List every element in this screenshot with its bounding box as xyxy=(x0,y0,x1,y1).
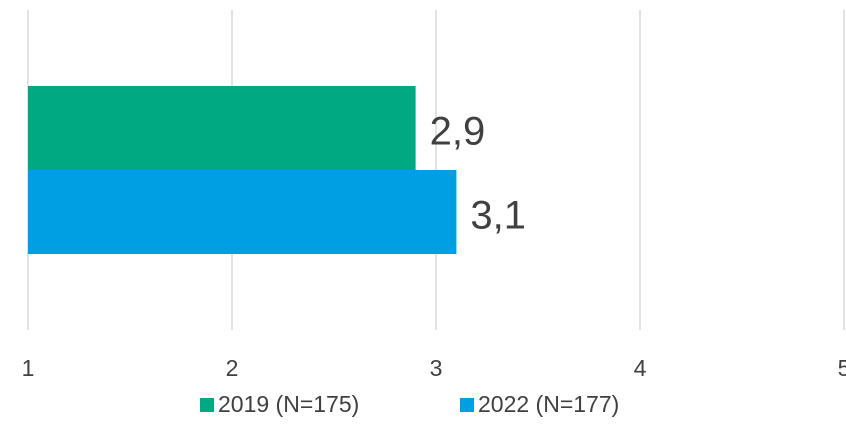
x-tick-label: 5 xyxy=(838,355,846,381)
x-tick-label: 2 xyxy=(226,355,239,381)
x-tick-label: 3 xyxy=(430,355,443,381)
legend-label: 2022 (N=177) xyxy=(478,391,619,417)
data-label: 3,1 xyxy=(470,194,526,238)
bar xyxy=(28,86,416,170)
x-tick-label: 1 xyxy=(22,355,35,381)
legend-swatch xyxy=(200,398,214,412)
x-tick-label: 4 xyxy=(634,355,647,381)
legend-label: 2019 (N=175) xyxy=(218,391,359,417)
legend-swatch xyxy=(460,398,474,412)
bar xyxy=(28,170,457,254)
data-label: 2,9 xyxy=(430,110,486,154)
